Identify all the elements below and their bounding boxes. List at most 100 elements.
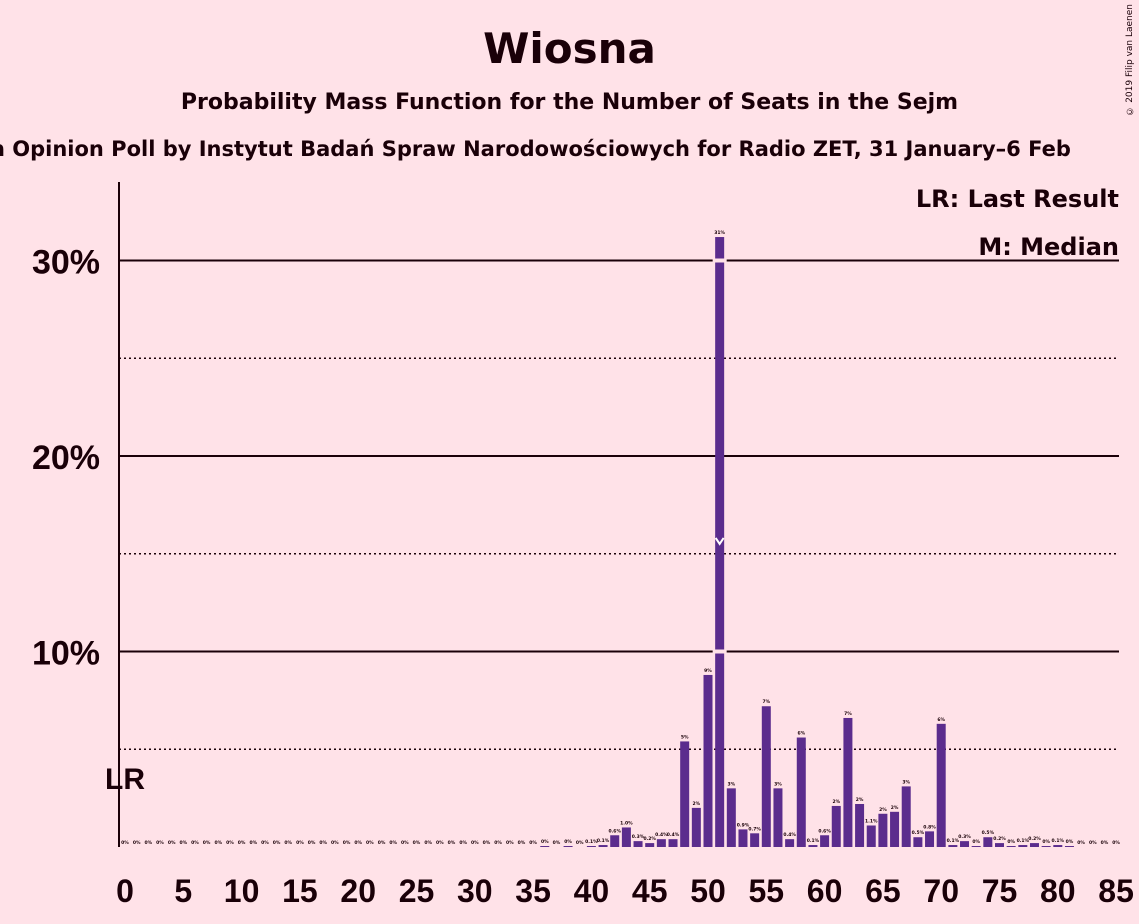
bar-seat-44 — [633, 841, 643, 847]
data-label-seat-66: 2% — [891, 805, 899, 811]
bar-seat-43 — [621, 827, 631, 847]
bar-seat-54 — [750, 833, 760, 847]
bar-seat-64 — [866, 825, 876, 847]
data-label-seat-72: 0.3% — [958, 834, 971, 840]
bar-seat-69 — [925, 831, 935, 847]
data-label-seat-68: 0.5% — [912, 830, 925, 836]
data-label-seat-44: 0.3% — [632, 834, 645, 840]
bar-seat-79 — [1041, 846, 1051, 847]
bar-seat-42 — [610, 835, 620, 847]
bar-seat-68 — [913, 837, 923, 847]
data-label-seat-3: 0% — [156, 840, 164, 846]
data-label-seat-47: 0.4% — [667, 832, 680, 838]
data-label-seat-52: 3% — [727, 781, 735, 787]
x-tick-label: 15 — [282, 873, 318, 909]
data-label-seat-58: 6% — [797, 731, 805, 737]
bar-seat-47 — [668, 839, 678, 847]
bar-seat-51 — [715, 237, 725, 848]
bar-seat-77 — [1018, 845, 1028, 847]
bar-seat-81 — [1064, 846, 1074, 847]
data-label-seat-17: 0% — [319, 840, 327, 846]
data-label-seat-84: 0% — [1101, 840, 1109, 846]
data-label-seat-69: 0.8% — [923, 824, 936, 830]
bar-seat-56 — [773, 788, 783, 847]
data-label-seat-34: 0% — [518, 840, 526, 846]
x-tick-label: 75 — [982, 873, 1018, 909]
data-label-seat-14: 0% — [284, 840, 292, 846]
bar-seat-49 — [691, 807, 701, 847]
median-marker-label: M — [719, 557, 720, 559]
data-label-seat-83: 0% — [1089, 840, 1097, 846]
x-tick-label: 25 — [399, 873, 435, 909]
data-label-seat-82: 0% — [1077, 840, 1085, 846]
data-label-seat-41: 0.1% — [597, 838, 610, 844]
median-gap-top — [712, 258, 727, 263]
data-label-seat-20: 0% — [354, 840, 362, 846]
data-label-seat-4: 0% — [168, 840, 176, 846]
bar-seat-65 — [878, 813, 888, 847]
x-tick-label: 40 — [574, 873, 610, 909]
data-label-seat-61: 2% — [832, 799, 840, 805]
bar-seat-71 — [948, 845, 958, 847]
bar-seat-61 — [831, 805, 841, 847]
data-label-seat-51: 31% — [714, 230, 725, 236]
data-label-seat-62: 7% — [844, 711, 852, 717]
data-label-seat-79: 0% — [1042, 839, 1050, 845]
bar-seat-41 — [598, 845, 608, 847]
legend-median: M: Median — [978, 233, 1119, 261]
data-label-seat-81: 0% — [1066, 839, 1074, 845]
data-label-seat-13: 0% — [273, 840, 281, 846]
x-tick-label: 5 — [174, 873, 192, 909]
bar-seat-45 — [645, 843, 655, 847]
data-label-seat-45: 0.2% — [643, 836, 656, 842]
data-label-seat-85: 0% — [1112, 840, 1120, 846]
chart-subtitle: Probability Mass Function for the Number… — [180, 90, 959, 115]
bar-seat-58 — [796, 737, 806, 847]
bar-seat-78 — [1029, 843, 1039, 847]
data-label-seat-5: 0% — [179, 840, 187, 846]
data-label-seat-28: 0% — [448, 840, 456, 846]
data-label-seat-11: 0% — [249, 840, 257, 846]
data-label-seat-23: 0% — [389, 840, 397, 846]
x-tick-label: 85 — [1098, 873, 1134, 909]
data-label-seat-77: 0.1% — [1017, 838, 1030, 844]
data-label-seat-12: 0% — [261, 840, 269, 846]
x-tick-label: 0 — [116, 873, 134, 909]
data-label-seat-63: 2% — [856, 797, 864, 803]
bar-seat-50 — [703, 674, 713, 847]
data-label-seat-15: 0% — [296, 840, 304, 846]
data-label-seat-60: 0.6% — [818, 828, 831, 834]
x-tick-label: 80 — [1040, 873, 1076, 909]
bar-seat-46 — [656, 839, 666, 847]
data-label-seat-80: 0.1% — [1052, 838, 1065, 844]
x-tick-label: 30 — [457, 873, 493, 909]
data-label-seat-29: 0% — [459, 840, 467, 846]
data-label-seat-49: 2% — [693, 801, 701, 807]
data-label-seat-33: 0% — [506, 840, 514, 846]
data-label-seat-25: 0% — [413, 840, 421, 846]
data-label-seat-53: 0.9% — [737, 822, 750, 828]
data-label-seat-74: 0.5% — [982, 830, 995, 836]
data-label-seat-22: 0% — [378, 840, 386, 846]
data-label-seat-70: 6% — [937, 717, 945, 723]
data-label-seat-24: 0% — [401, 840, 409, 846]
bar-seat-38 — [563, 846, 573, 847]
data-label-seat-75: 0.2% — [993, 836, 1006, 842]
data-label-seat-27: 0% — [436, 840, 444, 846]
x-tick-label: 55 — [749, 873, 785, 909]
bar-seat-67 — [901, 786, 911, 847]
data-label-seat-10: 0% — [238, 840, 246, 846]
data-label-seat-67: 3% — [902, 779, 910, 785]
median-gap-bottom — [712, 649, 727, 654]
data-label-seat-37: 0% — [553, 840, 561, 846]
bar-seat-63 — [855, 803, 865, 847]
data-label-seat-55: 7% — [762, 699, 770, 705]
bar-seat-74 — [983, 837, 993, 847]
last-result-marker: LR — [105, 763, 145, 796]
data-label-seat-57: 0.4% — [783, 832, 796, 838]
bar-seat-40 — [586, 846, 596, 847]
data-label-seat-65: 2% — [879, 807, 887, 813]
bar-seat-59 — [808, 845, 818, 847]
x-tick-label: 70 — [923, 873, 959, 909]
